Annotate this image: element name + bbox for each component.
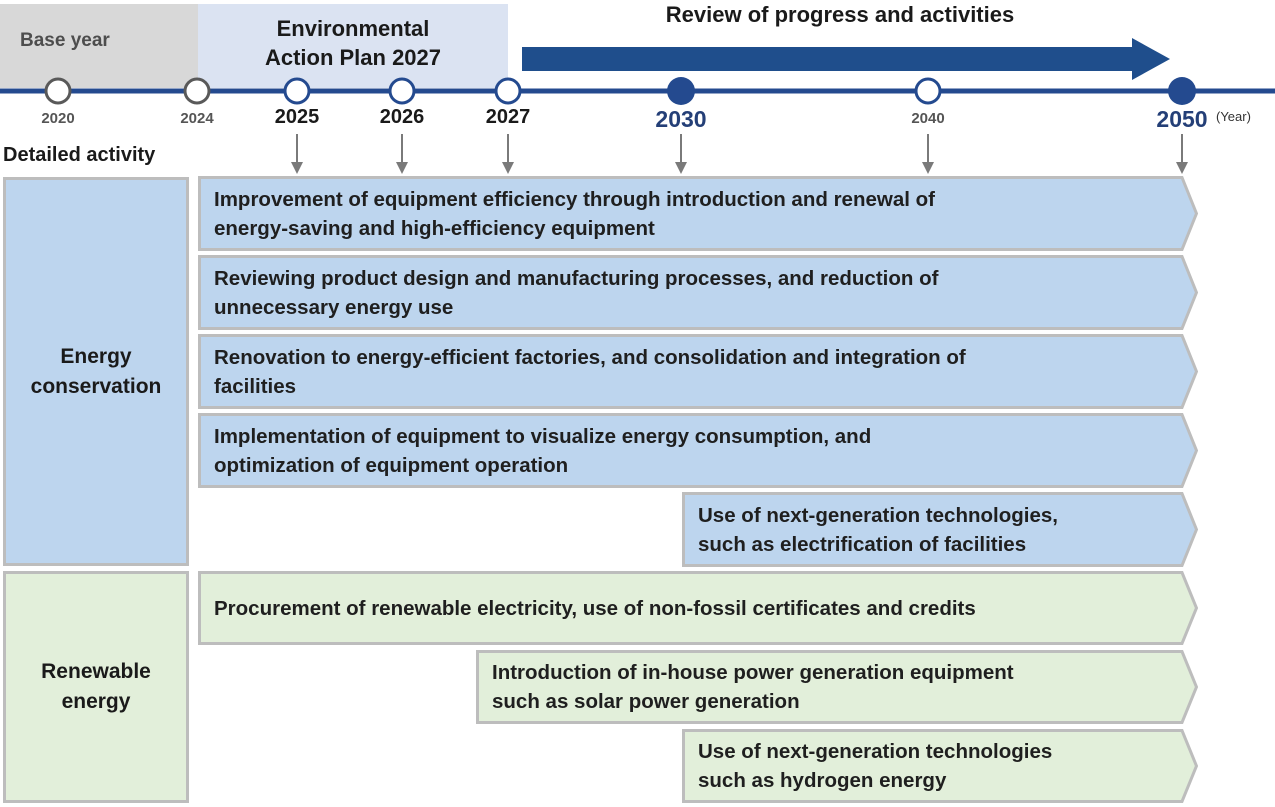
timeline [0,38,1275,174]
activity-text: Reviewing product design and manufacturi… [214,266,939,319]
action-plan-band [198,4,508,88]
activity-text: Use of next-generation technologies such… [698,740,1053,792]
year-marker-2030 [667,77,695,105]
activity-bar-shape [198,413,1198,488]
year-label-2020: 2020 [41,110,75,127]
activity-bar-shape [682,729,1198,803]
down-arrow-icon [675,134,687,174]
year-marker-2040 [914,77,942,105]
category-renewable-energy: Renewable energy [3,571,189,803]
activity-bar: Reviewing product design and manufacturi… [198,255,1198,330]
category-label: Renewable energy [41,660,151,713]
down-arrow-icon [922,134,934,174]
activity-bar-shape [198,334,1198,409]
activity-bar: Introduction of in-house power generatio… [476,650,1198,724]
year-unit-label: (Year) [1216,109,1251,124]
year-label-2027: 2027 [485,106,531,128]
activity-text: Renovation to energy-efficient factories… [214,345,966,398]
activity-text: Introduction of in-house power generatio… [492,661,1014,713]
year-label-2040: 2040 [911,110,945,127]
activity-bar: Use of next-generation technologies such… [682,729,1198,803]
activity-bar: Procurement of renewable electricity, us… [198,571,1198,645]
year-marker-2024 [183,77,211,105]
year-label-2050: 2050 [1156,106,1208,132]
year-marker-2025 [283,77,311,105]
category-label: Energy conservation [30,344,162,398]
activity-bar: Use of next-generation technologies, suc… [682,492,1198,567]
review-title: Review of progress and activities [665,2,1015,27]
down-arrow-icon [396,134,408,174]
year-label-2024: 2024 [180,110,214,127]
activity-text: Use of next-generation technologies, suc… [698,503,1058,556]
year-label-2030: 2030 [655,106,707,132]
year-label-2026: 2026 [379,106,425,128]
action-plan-title: Environmental Action Plan 2027 [264,16,442,70]
year-marker-2027 [494,77,522,105]
year-marker-2020 [44,77,72,105]
activity-text: Procurement of renewable electricity, us… [214,596,976,620]
activity-bar-shape [198,176,1198,251]
category-energy-conservation: Energy conservation [3,177,189,566]
detailed-activity-label: Detailed activity [3,144,156,166]
activity-bar: Improvement of equipment efficiency thro… [198,176,1198,251]
activity-bar-shape [682,492,1198,567]
activity-bar: Implementation of equipment to visualize… [198,413,1198,488]
year-marker-2050 [1168,77,1196,105]
down-arrow-icon [502,134,514,174]
activity-bar-shape [198,255,1198,330]
activity-bar-shape [198,571,1198,645]
down-arrow-icon [1176,134,1188,174]
down-arrow-icon [291,134,303,174]
base-year-band [0,4,198,88]
activity-bar: Renovation to energy-efficient factories… [198,334,1198,409]
base-year-label: Base year [20,30,110,51]
review-arrow [522,38,1170,80]
activity-text: Improvement of equipment efficiency thro… [214,187,935,240]
year-label-2025: 2025 [274,106,320,128]
activity-text: Implementation of equipment to visualize… [214,424,872,477]
year-marker-2026 [388,77,416,105]
activity-bar-shape [476,650,1198,724]
